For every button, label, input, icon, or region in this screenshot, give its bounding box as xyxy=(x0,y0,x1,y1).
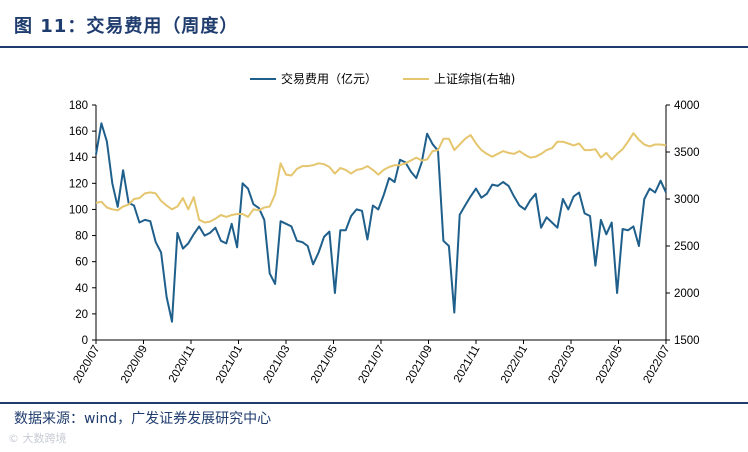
chart-legend: 交易费用（亿元） 上证综指(右轴) xyxy=(250,71,515,86)
left-y-tick-label: 80 xyxy=(75,231,88,243)
left-y-tick-label: 120 xyxy=(69,178,88,190)
left-y-tick-label: 0 xyxy=(82,335,88,347)
series-line-shanghai-index xyxy=(95,132,667,224)
left-y-tick-label: 100 xyxy=(69,204,88,216)
legend-label-shanghai-index: 上证综指(右轴) xyxy=(434,71,515,86)
x-tick-label: 2021/11 xyxy=(452,344,483,385)
x-tick-label: 2021/01 xyxy=(214,344,245,386)
data-source-note: 数据来源：wind，广发证券发展研究中心 xyxy=(14,411,272,427)
weekly-trading-fee-chart: 交易费用（亿元） 上证综指(右轴) 0 20 40 60 80 100 120 140 160 1… xyxy=(69,71,700,386)
x-tick-label: 2022/03 xyxy=(546,344,577,386)
x-tick-label: 2021/03 xyxy=(261,344,292,386)
right-y-tick-label: 3000 xyxy=(674,194,700,206)
x-tick-label: 2020/07 xyxy=(71,344,102,386)
left-y-tick-label: 60 xyxy=(75,257,88,269)
right-y-tick-label: 4000 xyxy=(674,100,700,112)
left-y-tick-label: 140 xyxy=(69,152,88,164)
chart-axes: 0 20 40 60 80 100 120 140 160 180 1500 2000 2500 3000… xyxy=(69,100,700,386)
legend-label-trading-fee: 交易费用（亿元） xyxy=(281,71,377,86)
right-y-tick-label: 2000 xyxy=(674,288,700,300)
right-y-tick-label: 1500 xyxy=(674,335,700,347)
x-tick-label: 2021/05 xyxy=(309,344,340,386)
plot-area xyxy=(95,122,667,323)
figure-title: 图 11：交易费用（周度） xyxy=(14,16,239,37)
right-y-tick-label: 3500 xyxy=(674,147,700,159)
left-y-tick-label: 180 xyxy=(69,100,88,112)
x-tick-label: 2022/05 xyxy=(594,344,625,386)
left-y-tick-label: 20 xyxy=(75,309,88,321)
left-y-tick-label: 40 xyxy=(75,283,88,295)
x-tick-label: 2022/07 xyxy=(641,344,672,386)
title-bar: 图 11：交易费用（周度） xyxy=(0,0,748,48)
x-tick-label: 2022/01 xyxy=(499,344,530,386)
series-line-trading-fee xyxy=(95,122,667,323)
source-divider xyxy=(0,402,748,404)
x-tick-label: 2021/07 xyxy=(356,344,387,386)
x-tick-label: 2020/09 xyxy=(119,344,150,386)
x-tick-label: 2021/09 xyxy=(404,344,435,386)
right-y-tick-label: 2500 xyxy=(674,241,700,253)
left-y-tick-label: 160 xyxy=(69,126,88,138)
x-tick-label: 2020/11 xyxy=(167,344,198,385)
watermark: © 大数跨境 xyxy=(8,432,67,445)
